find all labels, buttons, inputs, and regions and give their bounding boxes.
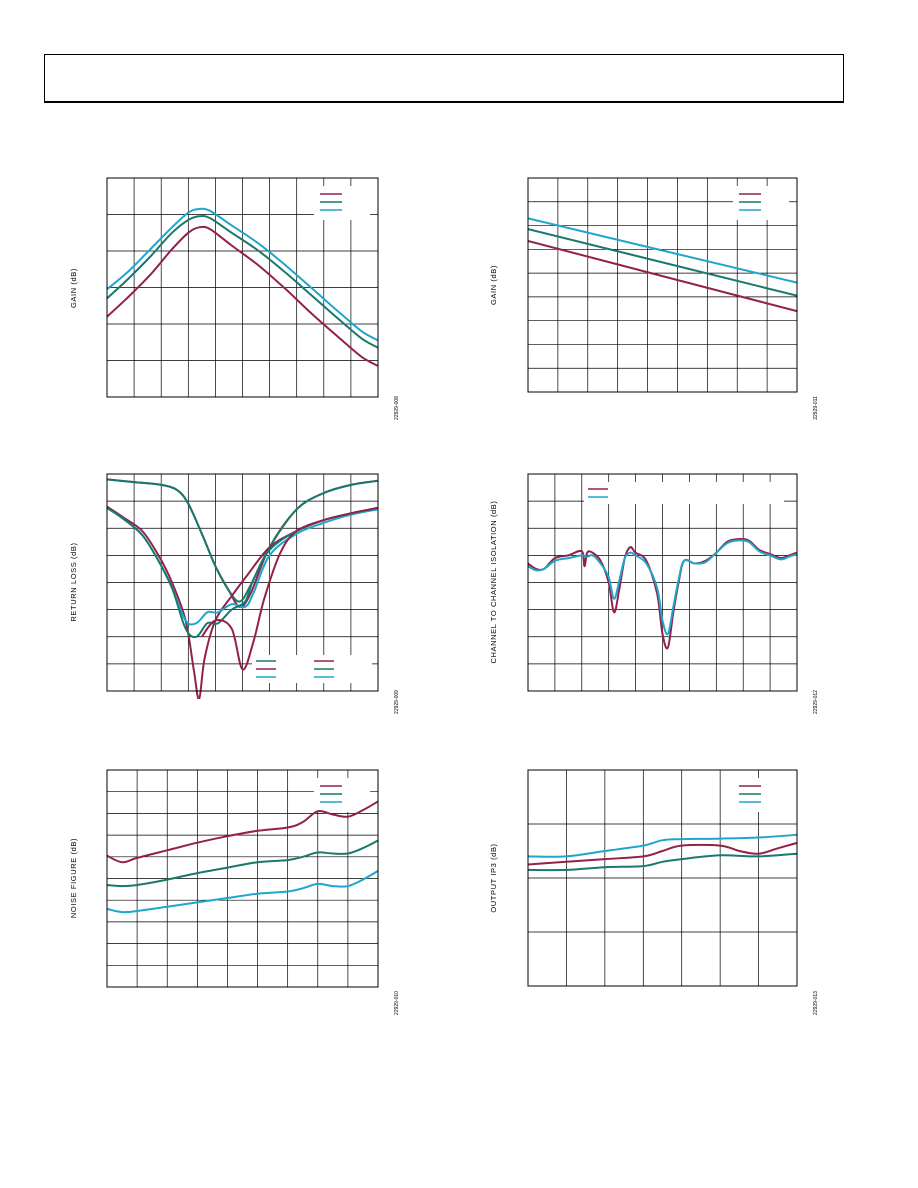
gain-peaked-series-magenta-2: [107, 225, 378, 367]
noise-figure-series-teal-1: [107, 839, 378, 888]
gain-peaked-frame: [106, 177, 379, 398]
output-ip3-series-teal-1: [528, 852, 797, 872]
channel-isolation-frame: [527, 473, 798, 692]
gain-tilt-series-magenta-2: [528, 240, 797, 313]
output-ip3-ylabel: OUTPUT IP3 (dB): [489, 843, 498, 912]
return-loss-frame: [106, 473, 379, 692]
gain-tilt-legend-box: [733, 186, 789, 220]
gain-peaked-figure-id: 22929-008: [394, 396, 400, 420]
return-loss-series-magenta-5: [200, 506, 378, 671]
gain-tilt-figure-id: 22929-011: [813, 396, 819, 420]
return-loss-figure-id: 22929-009: [394, 690, 400, 714]
return-loss-series-teal-1: [107, 478, 378, 603]
output-ip3-series-magenta-2: [528, 841, 797, 866]
gain-tilt-series-teal-1: [528, 228, 797, 297]
return-loss-ylabel: RETURN LOSS (dB): [69, 542, 78, 621]
noise-figure-ylabel: NOISE FIGURE (dB): [69, 838, 78, 918]
gain-peaked-ylabel: GAIN (dB): [69, 268, 78, 308]
output-ip3-frame: [527, 769, 798, 987]
channel-isolation-figure-id: 22929-012: [813, 690, 819, 714]
noise-figure-frame: [106, 769, 379, 988]
gain-tilt-frame: [527, 177, 798, 393]
gain-peaked-legend-box: [314, 186, 370, 220]
output-ip3-legend-box: [733, 778, 789, 812]
gain-peaked-series-cyan-0: [107, 207, 378, 342]
noise-figure-legend-box: [314, 778, 370, 812]
channel-isolation-series-cyan-1: [528, 539, 797, 636]
noise-figure-series-cyan-2: [107, 870, 378, 914]
output-ip3-series-cyan-0: [528, 833, 797, 858]
page-header-box: [44, 54, 844, 103]
gain-tilt-ylabel: GAIN (dB): [489, 265, 498, 305]
output-ip3-figure-id: 22929-013: [813, 991, 819, 1015]
channel-isolation-legend-box: [584, 482, 784, 504]
channel-isolation-ylabel: CHANNEL TO CHANNEL ISOLATION (dB): [489, 500, 498, 663]
noise-figure-figure-id: 22929-010: [394, 991, 400, 1015]
gain-peaked-series-teal-1: [107, 215, 378, 349]
noise-figure-series-magenta-0: [107, 800, 378, 864]
gain-tilt-series-cyan-0: [528, 217, 797, 284]
